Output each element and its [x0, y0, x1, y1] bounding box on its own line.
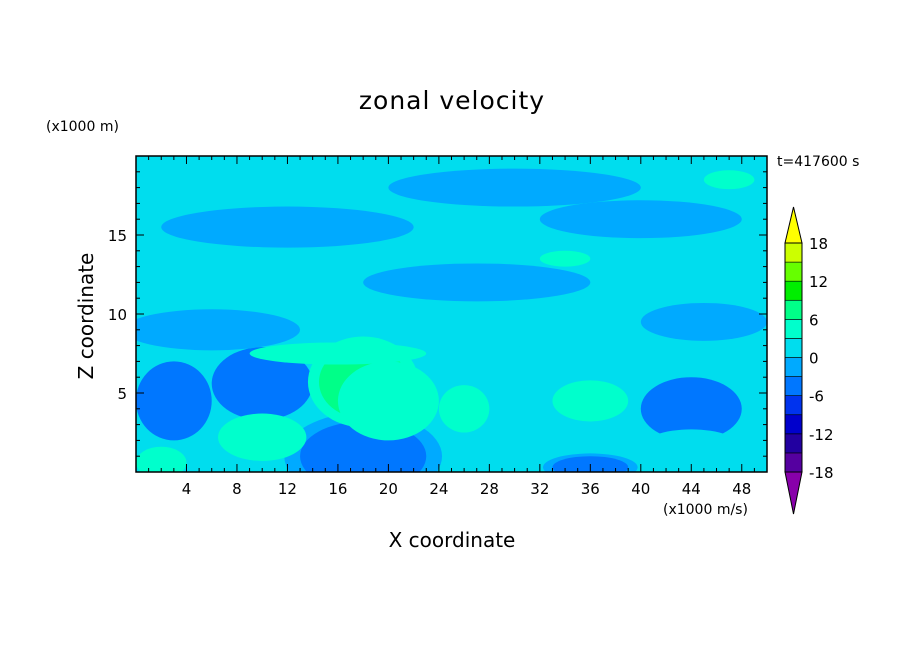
x-tick-label: 20 — [379, 480, 398, 498]
colorbar-bin — [784, 280, 803, 301]
chart-title: zonal velocity — [358, 86, 546, 115]
colorbar-bin — [784, 338, 803, 358]
colorbar-tick-label: -6 — [809, 388, 824, 406]
contour-region — [640, 302, 767, 341]
x-tick-label: 28 — [480, 480, 499, 498]
x-tick-label: 8 — [232, 480, 242, 498]
contour-region — [363, 263, 591, 302]
contour-region — [136, 361, 212, 441]
contour-region — [211, 347, 313, 420]
y-tick-label: 15 — [108, 227, 127, 245]
colorbar-frame — [784, 242, 803, 473]
colorbar-tick-label: -18 — [809, 464, 834, 482]
x-tick-label: 16 — [328, 480, 347, 498]
contour-region — [539, 200, 742, 239]
contour-region — [539, 250, 591, 267]
colorbar-bin — [784, 242, 803, 263]
contour-field — [136, 156, 767, 472]
contour-region — [552, 380, 629, 422]
colorbar-extend-max — [784, 206, 803, 244]
contour-region — [703, 170, 755, 190]
colorbar-tick-label: 6 — [809, 311, 819, 329]
colorbar-bin — [784, 319, 803, 339]
y-axis: 5 10 15 — [108, 171, 767, 457]
colorbar: 18 12 6 0 -6 -12 -18 — [784, 206, 834, 515]
colorbar-tick-label: -12 — [809, 426, 834, 444]
contour-region — [337, 361, 439, 441]
colorbar-bin — [784, 395, 803, 416]
x-tick-label: 36 — [581, 480, 600, 498]
colorbar-bin — [784, 433, 803, 454]
x-tick-label: 44 — [682, 480, 701, 498]
colorbar-tick-label: 0 — [809, 350, 819, 368]
y-tick-label: 5 — [117, 385, 127, 403]
y-tick-label: 10 — [108, 306, 127, 324]
x-tick-label: 24 — [429, 480, 448, 498]
contour-region — [640, 377, 742, 441]
x-tick-label: 40 — [631, 480, 650, 498]
x-tick-label: 12 — [278, 480, 297, 498]
x-unit-label: (x1000 m/s) — [663, 502, 748, 518]
colorbar-bin — [784, 376, 803, 396]
x-axis-label: X coordinate — [388, 528, 516, 552]
x-tick-label: 48 — [732, 480, 751, 498]
contour-region — [161, 206, 414, 248]
x-tick-label: 32 — [530, 480, 549, 498]
colorbar-bin — [784, 261, 803, 282]
contour-region — [640, 429, 742, 468]
time-label: t=417600 s — [777, 154, 860, 170]
contour-region — [136, 309, 301, 351]
contour-region — [451, 345, 679, 371]
colorbar-bin — [784, 414, 803, 435]
y-axis-label: Z coordinate — [74, 252, 98, 380]
z-unit-label: (x1000 m) — [46, 119, 119, 135]
contour-region — [438, 385, 490, 433]
contour-region — [388, 168, 641, 207]
x-tick-label: 4 — [182, 480, 192, 498]
x-axis: 4 8 12 16 20 24 28 32 36 40 44 48 — [148, 156, 755, 498]
colorbar-tick-label: 18 — [809, 235, 828, 253]
colorbar-bin — [784, 357, 803, 377]
contour-region — [136, 446, 187, 472]
colorbar-bin — [784, 452, 803, 473]
colorbar-tick-label: 12 — [809, 273, 828, 291]
contour-region — [249, 342, 427, 365]
colorbar-extend-min — [784, 471, 803, 515]
contour-region — [218, 413, 307, 461]
colorbar-bin — [784, 299, 803, 320]
